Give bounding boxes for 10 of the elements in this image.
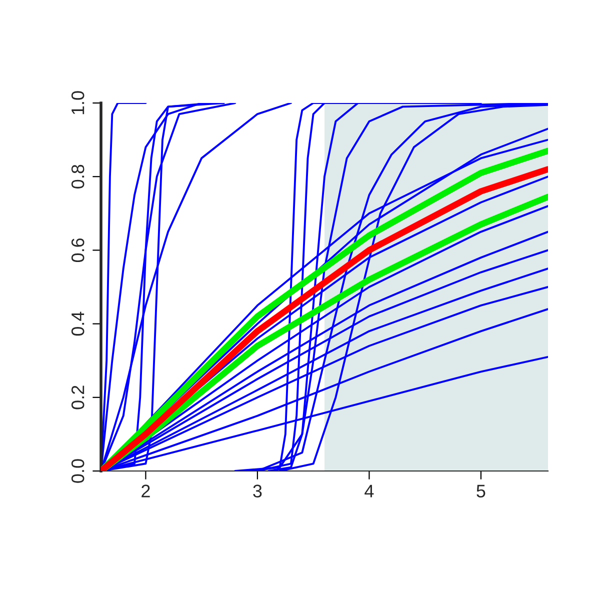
y-tick-label: 0.4 xyxy=(71,312,84,336)
x-tick-label: 5 xyxy=(476,484,486,498)
y-tick-label: 0.6 xyxy=(71,238,84,262)
x-tick-label: 3 xyxy=(253,484,262,498)
y-tick-label: 0.8 xyxy=(71,164,84,188)
y-tick-label: 0.0 xyxy=(71,459,84,483)
x-tick-label: 4 xyxy=(364,484,374,498)
y-tick-label: 0.2 xyxy=(71,386,84,410)
y-tick-label: 1.0 xyxy=(71,91,84,114)
x-tick-label: 2 xyxy=(142,484,150,498)
